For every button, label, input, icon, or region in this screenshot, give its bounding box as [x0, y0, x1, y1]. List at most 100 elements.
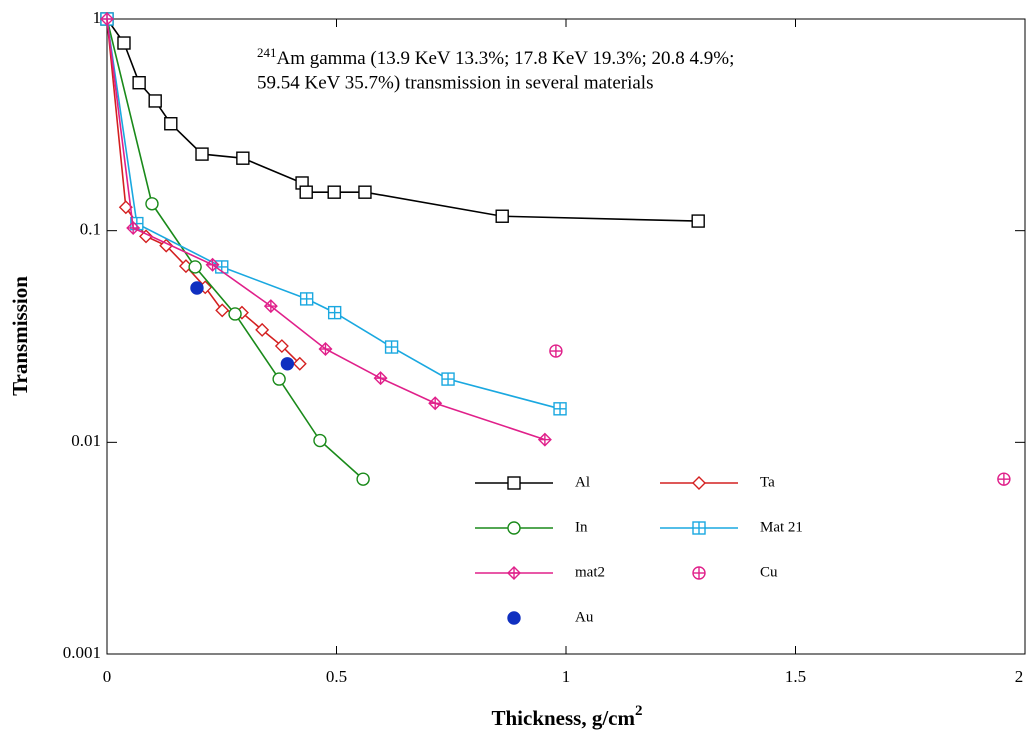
data-point	[299, 185, 313, 199]
data-point	[132, 76, 146, 90]
data-point-part	[280, 357, 295, 371]
data-point-part	[691, 214, 705, 228]
data-point	[313, 433, 327, 448]
x-tick-label: 1	[562, 667, 571, 686]
data-point-part	[272, 372, 286, 386]
data-point	[299, 292, 314, 306]
data-point-part	[190, 281, 204, 295]
data-point	[117, 36, 131, 50]
legend-marker-part	[507, 476, 521, 490]
data-point	[384, 340, 399, 354]
data-point	[358, 185, 372, 199]
data-point	[691, 214, 705, 228]
data-point-part	[274, 339, 289, 354]
series-line	[106, 18, 561, 410]
data-point	[228, 307, 242, 321]
data-point	[148, 94, 162, 108]
legend-label: Au	[575, 609, 594, 625]
data-point-part	[188, 260, 202, 274]
data-point-part	[132, 76, 146, 90]
data-point-part	[228, 307, 242, 321]
data-point-part	[159, 238, 174, 253]
legend-entry: Ta	[660, 474, 775, 490]
data-point-part	[318, 342, 333, 356]
data-point	[280, 357, 295, 371]
data-point-part	[215, 303, 230, 318]
data-point	[495, 209, 509, 223]
title-superscript: 241	[257, 45, 277, 60]
data-point	[188, 260, 202, 274]
legend-entry: Mat 21	[660, 519, 803, 535]
data-point	[292, 356, 307, 371]
x-label-superscript: 2	[635, 703, 643, 719]
legend-marker-part	[507, 521, 521, 535]
legend-marker	[507, 521, 521, 535]
data-point	[428, 396, 443, 411]
data-point	[263, 299, 278, 314]
data-point	[145, 197, 159, 211]
legend-marker	[507, 611, 521, 625]
data-point	[327, 305, 342, 320]
data-point-part	[299, 185, 313, 199]
data-point	[255, 322, 270, 337]
legend-label: mat2	[575, 564, 605, 580]
y-tick-label: 0.001	[63, 643, 101, 662]
x-axis-label: Thickness, g/cm2	[491, 703, 642, 729]
data-point-part	[148, 94, 162, 108]
legend-label: Cu	[760, 564, 778, 580]
data-point	[997, 472, 1011, 486]
legend-marker	[692, 521, 706, 535]
data-point-part	[373, 371, 388, 386]
data-point	[164, 117, 178, 131]
title-line: 59.54 KeV 35.7%) transmission in several…	[257, 72, 653, 93]
legend-marker	[507, 566, 521, 580]
data-point	[356, 472, 370, 486]
data-point	[441, 372, 455, 386]
data-point	[272, 372, 286, 386]
data-point	[549, 344, 563, 358]
plot-frame	[106, 18, 1026, 655]
data-point-part	[495, 209, 509, 223]
series-line	[106, 18, 546, 441]
data-point-part	[236, 151, 250, 165]
data-point	[236, 151, 250, 165]
data-point	[373, 371, 388, 386]
x-tick-label: 0	[103, 667, 112, 686]
title-line: Am gamma (13.9 KeV 13.3%; 17.8 KeV 19.3%…	[277, 48, 735, 69]
data-point-part	[313, 433, 327, 448]
legend-entry: mat2	[475, 564, 605, 580]
legend-label: Mat 21	[760, 519, 803, 535]
data-point	[126, 220, 141, 235]
legend-entry: Cu	[760, 564, 778, 580]
x-label-text: Thickness, g/cm	[491, 706, 635, 730]
y-tick-label: 1	[93, 8, 102, 27]
legend-entry: Au	[575, 609, 594, 625]
y-tick-label: 0.01	[71, 431, 101, 450]
legend-marker	[692, 476, 706, 490]
data-point	[190, 281, 204, 295]
data-point-part	[205, 257, 220, 272]
data-point	[327, 185, 341, 199]
x-tick-label: 0.5	[326, 667, 347, 686]
legend-marker	[692, 566, 706, 580]
legend-label: Al	[575, 474, 590, 490]
x-tick-label: 2	[1015, 667, 1024, 686]
data-point-part	[195, 147, 209, 161]
data-point-part	[263, 299, 278, 314]
data-point-part	[358, 185, 372, 199]
legend-entry: In	[475, 519, 588, 535]
data-point-part	[164, 117, 178, 131]
legend-marker-part	[507, 611, 521, 625]
data-point-part	[327, 185, 341, 199]
data-point-part	[356, 472, 370, 486]
legend-label: In	[575, 519, 588, 535]
legend-label: Ta	[760, 474, 775, 490]
y-axis-label: Transmission	[8, 276, 32, 396]
legend-marker-part	[692, 476, 706, 490]
data-point	[195, 147, 209, 161]
data-point	[100, 12, 114, 26]
data-point	[159, 238, 174, 253]
data-point	[274, 339, 289, 354]
data-point	[537, 432, 552, 447]
